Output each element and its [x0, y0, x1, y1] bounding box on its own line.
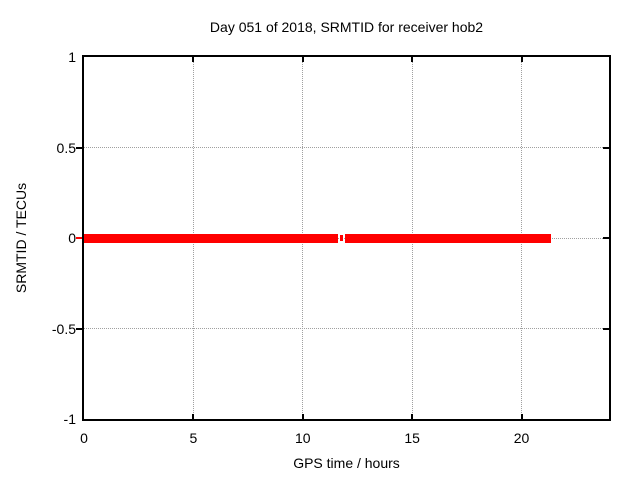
x-tick-label: 20 — [513, 430, 530, 446]
y-tick-label: 1 — [68, 49, 76, 65]
y-tick-right — [603, 146, 609, 149]
x-tick-top — [411, 57, 414, 62]
y-tick-right — [603, 237, 609, 239]
y-tick-label: -1 — [63, 411, 76, 427]
grid-line-horizontal — [84, 328, 609, 329]
y-tick-right — [603, 327, 609, 330]
y-tick-label: 0.5 — [56, 139, 76, 156]
grid-line-horizontal — [84, 147, 609, 148]
plot-area — [76, 55, 611, 421]
x-tick-bottom — [411, 414, 414, 419]
y-tick-left — [76, 327, 82, 330]
y-axis-label: SRMTID / TECUs — [13, 182, 29, 294]
x-tick-label: 5 — [189, 430, 198, 446]
y-tick-left — [76, 237, 82, 239]
data-line-segment — [84, 233, 338, 243]
x-tick-bottom — [520, 414, 523, 419]
x-tick-label: 10 — [294, 430, 311, 446]
data-line-segment — [345, 233, 552, 243]
x-tick-bottom — [301, 414, 304, 419]
x-tick-top — [301, 57, 304, 62]
x-tick-label: 15 — [404, 430, 420, 446]
data-line-segment — [339, 235, 343, 241]
x-tick-top — [192, 57, 195, 62]
y-tick-left — [76, 146, 82, 149]
y-tick-label: 0 — [68, 230, 76, 246]
x-tick-bottom — [192, 414, 195, 419]
chart-title: Day 051 of 2018, SRMTID for receiver hob… — [209, 19, 484, 35]
y-tick-label: -0.5 — [51, 320, 76, 337]
x-axis-label: GPS time / hours — [293, 455, 400, 471]
x-tick-label: 0 — [80, 430, 88, 446]
x-tick-top — [520, 57, 523, 62]
